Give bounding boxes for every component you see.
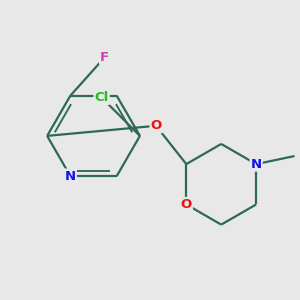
Text: N: N	[65, 169, 76, 183]
Text: N: N	[250, 158, 262, 171]
Text: F: F	[100, 51, 109, 64]
Text: Cl: Cl	[94, 91, 109, 104]
Text: O: O	[150, 119, 162, 132]
Text: O: O	[181, 198, 192, 211]
